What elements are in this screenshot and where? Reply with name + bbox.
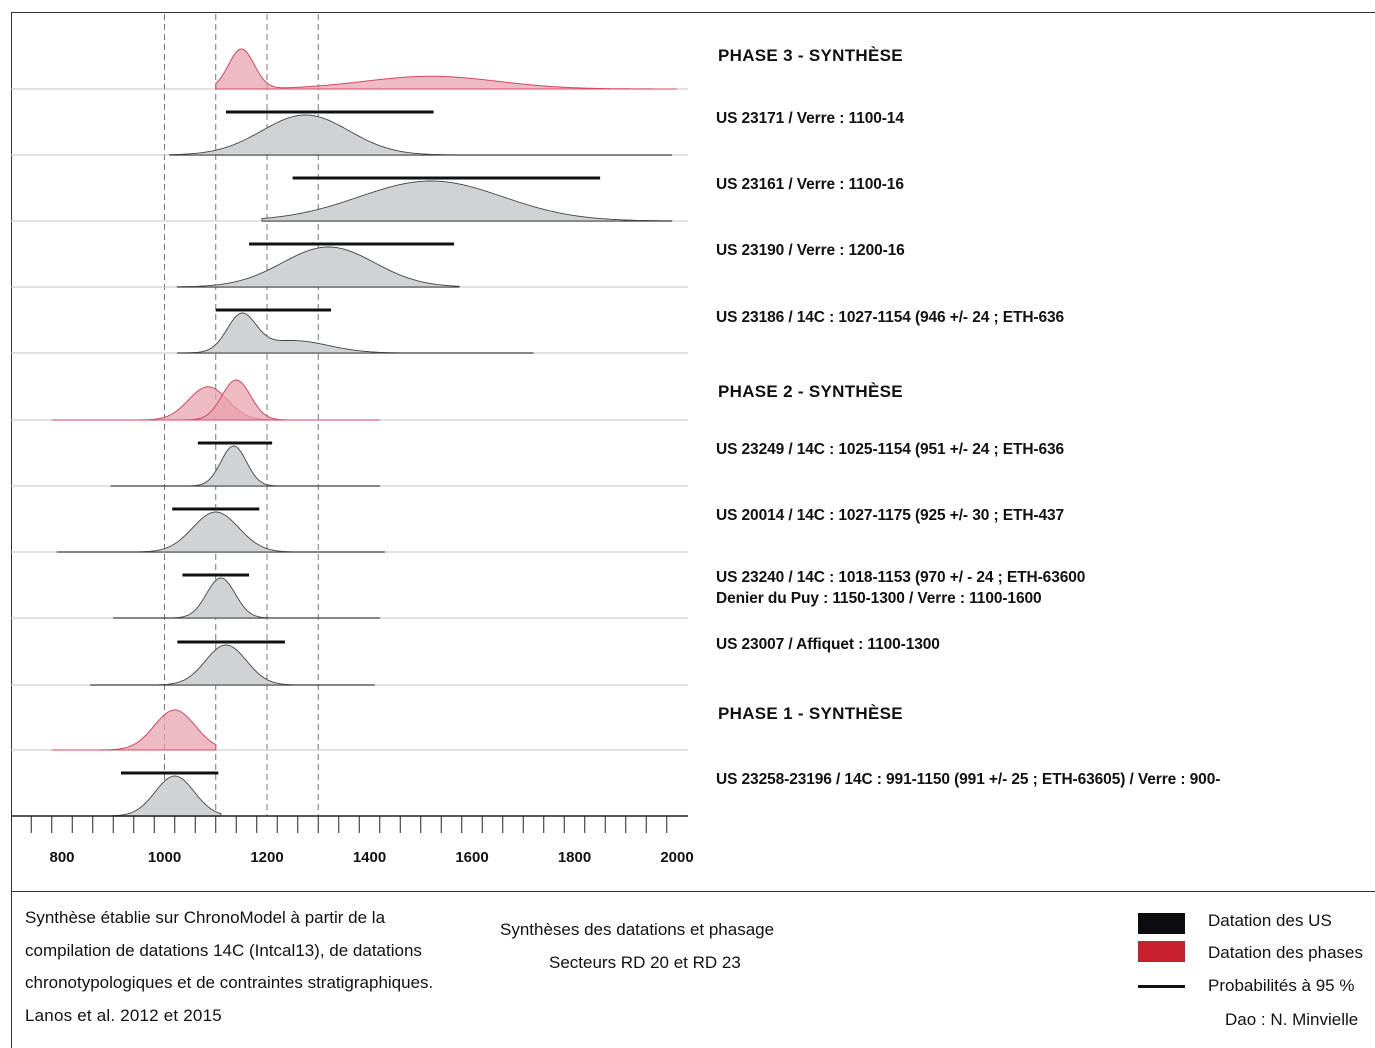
x-tick-label: 1200 [250, 849, 283, 866]
x-axis: 800 1000 1200 1400 1600 1800 2000 [11, 815, 694, 866]
row-label-us-23240: US 23240 / 14C : 1018-1153 (970 +/ - 24 … [716, 567, 1085, 609]
legend-us-swatch [1138, 913, 1185, 934]
us-density-curve [56, 511, 385, 553]
us-density-curve [176, 246, 460, 288]
chronomodel-chart: 800 1000 1200 1400 1600 1800 2000 [11, 14, 694, 866]
legend-us-label: Datation des US [1208, 911, 1332, 930]
footer-divider [11, 891, 1375, 892]
us-density-curve [112, 775, 222, 817]
row-label-phase-2: PHASE 2 - SYNTHÈSE [718, 382, 903, 401]
row-label-us-23171: US 23171 / Verre : 1100-14 [716, 110, 904, 127]
row-12 [11, 771, 688, 817]
row-2 [11, 110, 688, 156]
footer-note-line-4: Lanos et al. 2012 et 2015 [25, 1006, 222, 1025]
x-tick-label: 1800 [558, 849, 591, 866]
row-3 [11, 176, 688, 222]
legend-probability-line [1138, 985, 1185, 988]
us-density-curve [110, 445, 380, 487]
credit: Dao : N. Minvielle [1225, 1010, 1359, 1029]
footer-note-line-2: compilation de datations 14C (Intcal13),… [25, 941, 422, 960]
figure-frame [11, 12, 1375, 1048]
legend-probability-label: Probabilités à 95 % [1208, 976, 1355, 995]
row-label-us-23190: US 23190 / Verre : 1200-16 [716, 242, 905, 259]
us-density-curve [113, 577, 380, 619]
x-tick-label: 800 [49, 849, 74, 866]
us-density-curve [169, 114, 672, 156]
footer-note-line-1: Synthèse établie sur ChronoModel à parti… [25, 908, 386, 927]
row-label-us-23240-line2: Denier du Puy : 1150-1300 / Verre : 1100… [716, 590, 1042, 607]
row-label-us-23186: US 23186 / 14C : 1027-1154 (946 +/- 24 ;… [716, 309, 1065, 326]
density-rows [11, 48, 688, 817]
x-tick-label: 1400 [353, 849, 386, 866]
row-8 [11, 507, 688, 553]
footer-note-line-3: chronotypologiques et de contraintes str… [25, 973, 434, 992]
legend-phase-swatch [1138, 941, 1185, 962]
us-density-curve [90, 644, 375, 686]
row-1 [11, 48, 688, 90]
x-tick-label: 1600 [455, 849, 488, 866]
phase-density-curve [51, 379, 380, 421]
phase-density-curve [51, 709, 217, 751]
us-density-curve [261, 180, 673, 222]
row-label-us-23249: US 23249 / 14C : 1025-1154 (951 +/- 24 ;… [716, 441, 1065, 458]
row-label-us-20014: US 20014 / 14C : 1027-1175 (925 +/- 30 ;… [716, 507, 1065, 524]
footer-subtitle: Secteurs RD 20 et RD 23 [549, 953, 741, 972]
footer-title: Synthèses des datations et phasage [500, 920, 775, 939]
legend-phase-label: Datation des phases [1208, 943, 1363, 962]
row-6 [11, 379, 688, 421]
row-label-phase-1: PHASE 1 - SYNTHÈSE [718, 704, 903, 723]
row-label-us-23007: US 23007 / Affiquet : 1100-1300 [716, 636, 940, 653]
row-9 [11, 573, 688, 619]
row-11 [11, 709, 688, 751]
row-4 [11, 242, 688, 288]
x-tick-label: 1000 [148, 849, 181, 866]
row-label-us-23258: US 23258-23196 / 14C : 991-1150 (991 +/-… [716, 771, 1221, 788]
phase-density-curve [215, 48, 677, 90]
row-label-us-23161: US 23161 / Verre : 1100-16 [716, 176, 904, 193]
row-7 [11, 441, 688, 487]
row-10 [11, 640, 688, 686]
row-label-phase-3: PHASE 3 - SYNTHÈSE [718, 46, 903, 65]
row-label-us-23240-line1: US 23240 / 14C : 1018-1153 (970 +/ - 24 … [716, 569, 1086, 586]
x-tick-label: 2000 [660, 849, 693, 866]
row-5 [11, 308, 688, 354]
us-density-curve [176, 312, 533, 354]
